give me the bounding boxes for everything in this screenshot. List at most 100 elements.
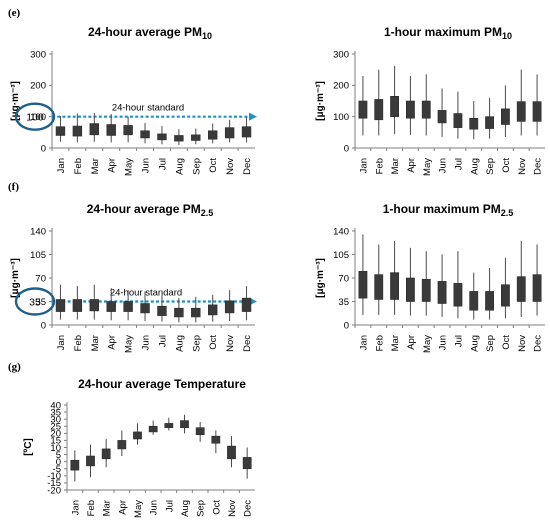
box [532, 274, 542, 302]
chart-2: 24-hour average PM2.5 [μg·m⁻³] 0 35 70 105 140… [10, 202, 257, 353]
x-tick-label: Aug [174, 335, 185, 352]
x-tick-label: Mar [90, 158, 101, 174]
y-tick-label: -5 [53, 464, 61, 475]
y-tick-label: 35 [35, 297, 46, 308]
chart-title: 1-hour maximum PM2.5 [383, 202, 514, 218]
box [405, 277, 415, 302]
box [374, 274, 384, 300]
chart-title-main: 24-hour average PM [87, 202, 201, 216]
x-tick-label: Apr [107, 158, 118, 173]
box [72, 299, 83, 312]
chart-title-main: 1-hour maximum PM [383, 202, 501, 216]
box [224, 300, 235, 314]
x-tick-label: Jun [438, 335, 449, 350]
box [140, 130, 150, 139]
y-tick-label: 70 [35, 273, 46, 284]
y-tick-label: 0 [41, 320, 46, 331]
box [390, 272, 400, 300]
x-tick-label: Dec [242, 335, 253, 352]
x-tick-label: Mar [102, 500, 113, 516]
box [180, 420, 189, 428]
x-tick-label: Jun [438, 158, 449, 173]
box [421, 100, 431, 119]
x-tick-label: Aug [174, 158, 185, 175]
box [390, 96, 400, 117]
box [374, 99, 384, 121]
y-tick-label: 200 [30, 81, 46, 92]
box [117, 440, 127, 450]
x-tick-label: Mar [90, 335, 101, 351]
box [227, 445, 236, 460]
y-axis-label: [μg·m⁻³] [315, 258, 326, 298]
chart-title-subscript: 2.5 [201, 208, 214, 218]
x-tick-label: Oct [501, 158, 512, 173]
box [358, 100, 368, 119]
standard-label: 24-hour standard [110, 288, 182, 299]
y-tick-label: 300 [333, 49, 349, 60]
chart-4: 24-hour average Temperature [ºC] -20-15-10… [23, 377, 255, 518]
box [211, 435, 221, 444]
box [101, 448, 111, 460]
box [485, 116, 495, 129]
box [358, 270, 368, 299]
box [500, 108, 510, 125]
x-tick-label: Jan [56, 335, 67, 350]
chart-title-main: 1-hour maximum PM [384, 25, 502, 39]
x-tick-label: Dec [242, 158, 253, 175]
y-tick-label: 10 [50, 443, 61, 454]
y-tick-label: 140 [333, 226, 349, 237]
y-tick-label: 30 [50, 414, 61, 425]
x-tick-label: May [422, 158, 433, 176]
box [89, 299, 99, 312]
x-tick-label: Oct [211, 500, 222, 515]
x-tick-label: Jul [453, 158, 464, 170]
x-tick-label: Oct [208, 158, 219, 173]
panel-letter-f: (f) [8, 181, 19, 193]
x-tick-label: Jan [56, 158, 67, 173]
chart-title: 1-hour maximum PM10 [384, 25, 512, 41]
standard-value-label: 35 [29, 296, 41, 308]
x-tick-label: Oct [501, 335, 512, 350]
y-tick-label: 0 [344, 320, 349, 331]
box [106, 124, 116, 136]
x-tick-label: Apr [107, 335, 118, 350]
box [485, 291, 495, 311]
chart-title: 24-hour average PM10 [88, 25, 212, 41]
box [241, 297, 252, 312]
x-tick-label: Feb [73, 158, 84, 174]
box [453, 113, 463, 128]
charts-group: 24-hour average PM10[μg·m⁻³]010020030024… [10, 25, 545, 518]
y-axis-label: [μg·m⁻³] [10, 258, 21, 298]
x-tick-label: Apr [406, 335, 417, 350]
x-tick-label: Apr [406, 158, 417, 173]
y-tick-label: 0 [56, 457, 61, 468]
box [469, 117, 479, 130]
box [516, 276, 526, 302]
x-tick-label: Nov [225, 158, 236, 175]
x-tick-label: Aug [469, 158, 480, 175]
x-tick-label: Jul [453, 335, 464, 347]
x-tick-label: May [133, 500, 144, 518]
chart-3: 1-hour maximum PM2.5 [μg·m⁻³] 0 35 70 105 140 J… [315, 202, 545, 353]
y-tick-label: -10 [47, 471, 61, 482]
x-tick-label: Nov [517, 335, 528, 352]
x-tick-label: Feb [73, 335, 84, 351]
x-tick-label: May [422, 335, 433, 353]
x-tick-label: Dec [243, 500, 254, 517]
y-tick-label: 140 [30, 226, 46, 237]
x-tick-label: Sep [191, 158, 202, 175]
standard-highlight-ellipse [14, 102, 56, 131]
chart-title-subscript: 10 [502, 31, 512, 41]
x-tick-label: Jul [157, 335, 168, 347]
box [437, 110, 447, 124]
box [164, 423, 174, 428]
y-tick-label: 0 [41, 143, 46, 154]
standard-value-label: 100 [26, 111, 44, 123]
x-tick-label: Sep [485, 158, 496, 175]
y-tick-label: 25 [50, 422, 61, 433]
box [123, 125, 133, 136]
chart-title-subscript: 10 [202, 31, 212, 41]
box [437, 281, 447, 304]
x-tick-label: Sep [196, 500, 207, 517]
y-tick-label: 100 [333, 112, 349, 123]
